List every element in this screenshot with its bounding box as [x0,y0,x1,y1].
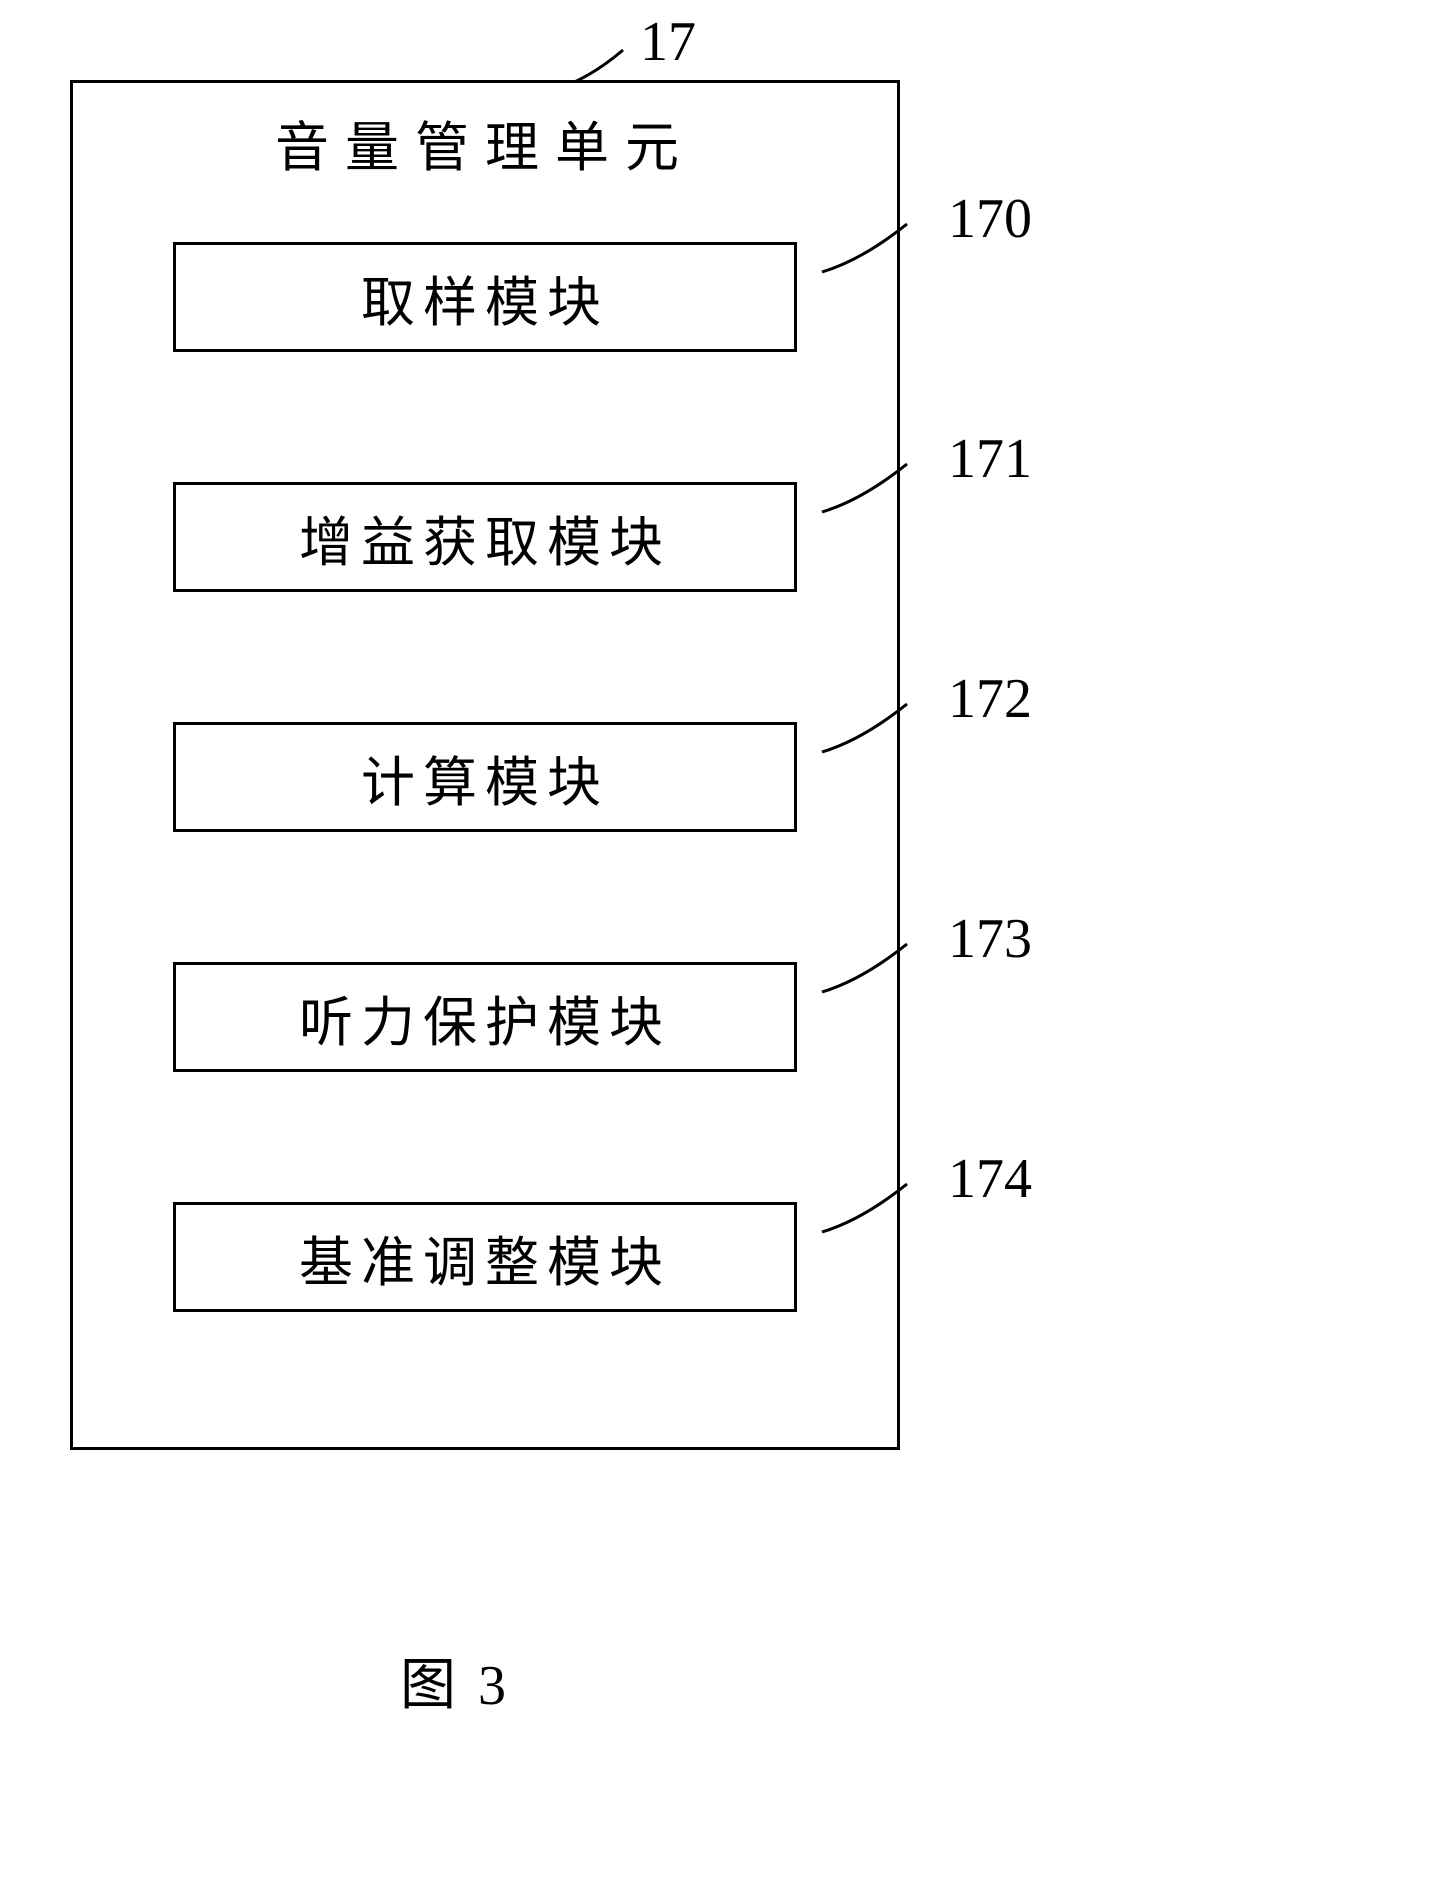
calculation-module: 计算模块 [173,722,797,832]
reference-curve-icon [812,1172,932,1242]
volume-management-unit: 音量管理单元 取样模块 170 增益获取模块 171 计算模块 172 听力保护… [70,80,900,1450]
module-reference-0: 170 [948,187,1032,251]
module-wrapper-4: 基准调整模块 174 [173,1202,797,1312]
unit-reference-number: 17 [640,10,696,74]
hearing-protection-module: 听力保护模块 [173,962,797,1072]
module-wrapper-2: 计算模块 172 [173,722,797,832]
module-wrapper-3: 听力保护模块 173 [173,962,797,1072]
reference-curve-icon [812,932,932,1002]
gain-acquisition-module: 增益获取模块 [173,482,797,592]
reference-adjustment-module: 基准调整模块 [173,1202,797,1312]
reference-curve-icon [812,692,932,762]
reference-curve-icon [812,452,932,522]
module-reference-4: 174 [948,1147,1032,1211]
sampling-module: 取样模块 [173,242,797,352]
figure-label: 图 3 [400,1640,510,1721]
module-reference-3: 173 [948,907,1032,971]
reference-curve-icon [812,212,932,282]
module-reference-2: 172 [948,667,1032,731]
unit-title: 音量管理单元 [73,103,897,182]
module-reference-1: 171 [948,427,1032,491]
module-wrapper-0: 取样模块 170 [173,242,797,352]
module-wrapper-1: 增益获取模块 171 [173,482,797,592]
